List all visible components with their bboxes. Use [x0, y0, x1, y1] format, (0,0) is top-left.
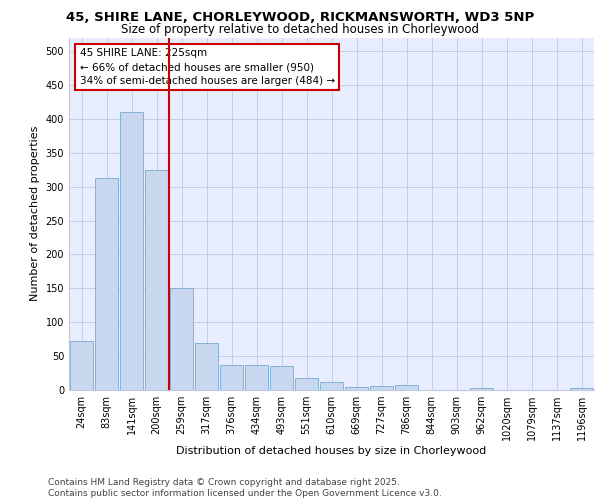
Bar	[320, 382, 343, 390]
Bar	[70, 341, 93, 390]
Text: 45 SHIRE LANE: 225sqm
← 66% of detached houses are smaller (950)
34% of semi-det: 45 SHIRE LANE: 225sqm ← 66% of detached …	[79, 48, 335, 86]
Bar	[95, 178, 118, 390]
Text: Contains HM Land Registry data © Crown copyright and database right 2025.
Contai: Contains HM Land Registry data © Crown c…	[48, 478, 442, 498]
Bar	[570, 388, 593, 390]
Bar	[145, 170, 168, 390]
Bar	[295, 378, 318, 390]
Bar	[395, 386, 418, 390]
Bar	[345, 386, 368, 390]
Text: 45, SHIRE LANE, CHORLEYWOOD, RICKMANSWORTH, WD3 5NP: 45, SHIRE LANE, CHORLEYWOOD, RICKMANSWOR…	[66, 11, 534, 24]
Bar	[245, 365, 268, 390]
Bar	[220, 365, 243, 390]
Text: Size of property relative to detached houses in Chorleywood: Size of property relative to detached ho…	[121, 22, 479, 36]
Bar	[270, 366, 293, 390]
X-axis label: Distribution of detached houses by size in Chorleywood: Distribution of detached houses by size …	[176, 446, 487, 456]
Bar	[370, 386, 393, 390]
Y-axis label: Number of detached properties: Number of detached properties	[30, 126, 40, 302]
Bar	[170, 288, 193, 390]
Bar	[195, 342, 218, 390]
Bar	[470, 388, 493, 390]
Bar	[120, 112, 143, 390]
